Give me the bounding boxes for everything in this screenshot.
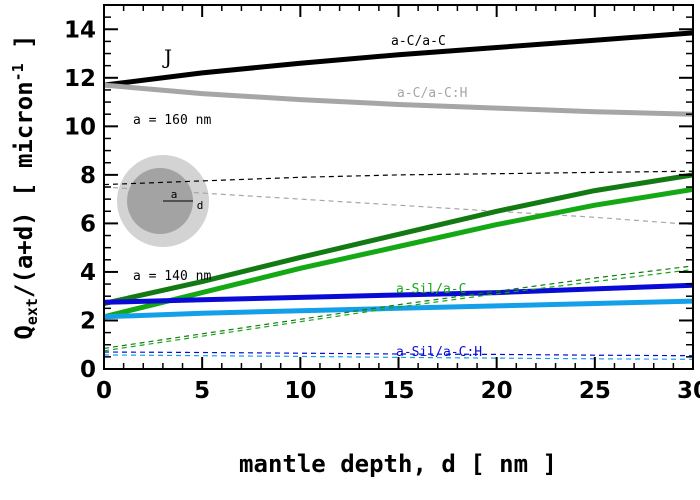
series-line-lightblue-solid bbox=[103, 298, 694, 320]
label-aSil-aCH: a-Sil/a-C:H bbox=[396, 345, 482, 360]
y-axis-title: Qext/(a+d) [ micron-1 ] bbox=[9, 34, 41, 339]
x-tick-label: 15 bbox=[382, 378, 414, 404]
y-tick-label: 6 bbox=[80, 211, 96, 237]
series-line-green-dashed bbox=[103, 268, 694, 352]
series-line-black-dashed bbox=[103, 170, 694, 186]
y-tick-label: 12 bbox=[64, 66, 96, 92]
series-line-darkgreen-solid bbox=[103, 172, 694, 306]
x-tick-label: 25 bbox=[579, 378, 611, 404]
y-tick-label: 10 bbox=[64, 114, 96, 140]
series-line-blue-dashed bbox=[103, 351, 694, 357]
x-tick-label: 0 bbox=[96, 378, 112, 404]
y-tick-label: 14 bbox=[64, 17, 96, 43]
panel-letter: J bbox=[162, 45, 172, 69]
label-aSil-aC: a-Sil/a-C bbox=[396, 282, 466, 297]
series-line-green-solid bbox=[103, 186, 694, 320]
x-tick-label: 20 bbox=[481, 378, 513, 404]
series-layer bbox=[103, 30, 694, 360]
series-line-darkgreen-dashed bbox=[103, 265, 694, 349]
x-tick-label: 5 bbox=[194, 378, 210, 404]
series-line-gray-solid bbox=[103, 82, 694, 117]
label-aC-aCH: a-C/a-C:H bbox=[397, 86, 467, 101]
y-tick-label: 8 bbox=[80, 163, 96, 189]
y-tick-label: 2 bbox=[80, 308, 96, 334]
x-tick-label: 30 bbox=[677, 378, 700, 404]
inset-label-a: a bbox=[171, 188, 178, 201]
series-line-black-solid bbox=[103, 30, 694, 88]
core-mantle-inset: a d bbox=[117, 155, 209, 247]
label-aC-aC: a-C/a-C bbox=[391, 34, 446, 49]
y-tick-label: 4 bbox=[80, 260, 96, 286]
label-a140: a = 140 nm bbox=[133, 269, 211, 284]
x-tick-label: 10 bbox=[284, 378, 316, 404]
tick-layer: 0 5 10 15 20 25 30 0 2 4 6 8 10 12 14 bbox=[64, 4, 700, 404]
label-a160: a = 160 nm bbox=[133, 113, 211, 128]
series-line-blue-solid bbox=[103, 282, 694, 305]
y-tick-label: 0 bbox=[80, 357, 96, 383]
core-circle bbox=[127, 168, 193, 234]
x-axis-title: mantle depth, d [ nm ] bbox=[239, 450, 557, 478]
inset-label-d: d bbox=[197, 199, 204, 212]
